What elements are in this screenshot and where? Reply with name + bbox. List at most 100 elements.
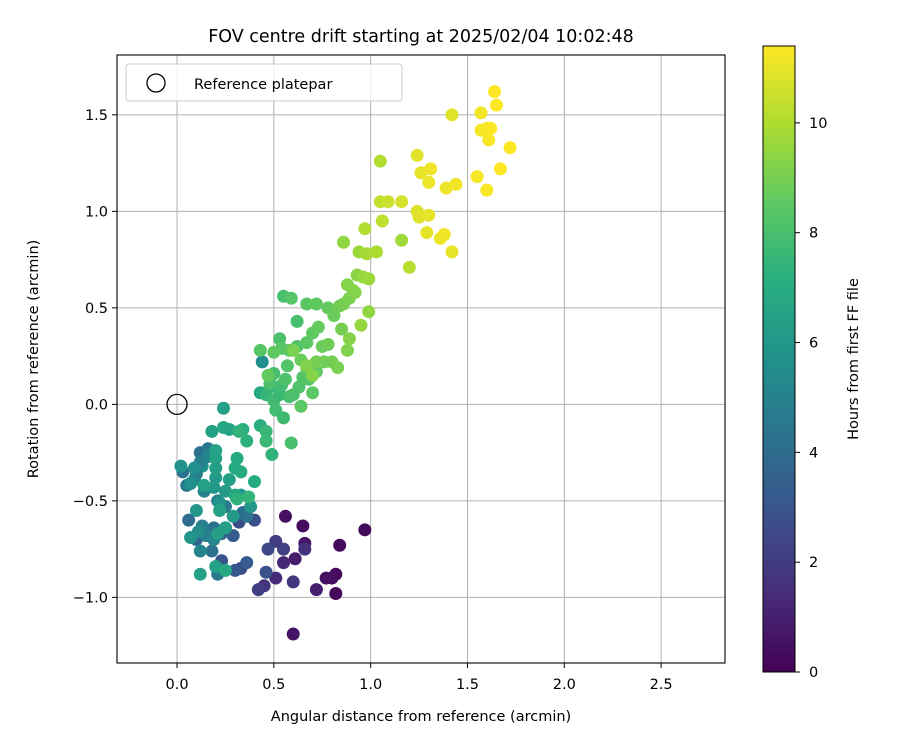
data-point	[329, 587, 343, 601]
data-point	[230, 451, 244, 465]
data-point	[474, 106, 488, 120]
data-point	[273, 332, 287, 346]
data-point	[255, 355, 269, 369]
data-point	[240, 556, 254, 570]
data-point	[205, 544, 219, 558]
data-point	[286, 575, 300, 589]
colorbar-tick-label: 4	[809, 445, 818, 461]
data-point	[410, 148, 424, 162]
colorbar-label: Hours from first FF file	[846, 278, 862, 440]
y-tick-label: 1.0	[85, 204, 108, 220]
x-tick-label: 2.0	[553, 677, 576, 693]
data-point	[244, 500, 258, 514]
reference-marker	[166, 393, 188, 416]
data-point	[197, 478, 211, 492]
data-point	[480, 183, 494, 197]
colorbar-gradient	[762, 45, 796, 673]
y-tick-label: 0.0	[85, 397, 108, 413]
data-point	[360, 247, 374, 261]
data-point	[327, 309, 341, 323]
x-tick-label: 2.5	[650, 677, 673, 693]
colorbar-tick-label: 8	[809, 226, 818, 242]
colorbar-tick-label: 0	[809, 665, 818, 681]
data-point	[300, 359, 314, 373]
legend: Reference platepar	[125, 63, 403, 102]
data-point	[319, 571, 333, 585]
x-axis-label: Angular distance from reference (arcmin)	[271, 709, 571, 725]
data-point	[424, 162, 438, 176]
data-point	[375, 214, 389, 228]
data-point	[259, 565, 273, 579]
data-point	[216, 401, 230, 415]
data-point	[488, 85, 502, 99]
data-point	[211, 527, 225, 541]
data-point	[482, 133, 496, 147]
data-point	[209, 444, 223, 458]
x-tick-label: 1.5	[456, 677, 479, 693]
data-point	[213, 504, 227, 518]
data-point	[184, 476, 198, 490]
data-point	[484, 121, 498, 135]
data-point	[362, 305, 376, 319]
data-point	[286, 343, 300, 357]
data-point	[395, 195, 409, 209]
data-point	[422, 175, 436, 189]
data-point	[311, 320, 325, 334]
data-point	[261, 542, 275, 556]
data-point	[358, 222, 372, 236]
data-point	[218, 563, 232, 577]
y-tick-label: −0.5	[73, 494, 108, 510]
data-point	[306, 368, 320, 382]
data-point	[193, 544, 207, 558]
data-point	[205, 424, 219, 438]
data-point	[247, 475, 261, 489]
data-point	[470, 170, 484, 184]
data-point	[445, 245, 459, 259]
x-axis-ticks: 0.0 0.5 1.0 1.5 2.0 2.5	[165, 663, 673, 693]
data-point	[412, 210, 426, 224]
legend-marker-icon	[146, 73, 166, 93]
data-point	[286, 627, 300, 641]
data-point	[309, 297, 323, 311]
colorbar-ticks: 0 2 4 6 8 10	[795, 116, 827, 681]
data-point	[189, 504, 203, 518]
data-point	[381, 195, 395, 209]
data-point	[288, 552, 302, 566]
data-point	[280, 359, 294, 373]
data-point	[259, 434, 273, 448]
data-point	[261, 368, 275, 382]
data-point	[335, 322, 349, 336]
data-point	[174, 459, 188, 473]
colorbar-tick-label: 6	[809, 336, 818, 352]
data-point	[333, 538, 347, 552]
colorbar: 0 2 4 6 8 10 Hours from first FF file	[762, 45, 862, 681]
data-point	[490, 98, 504, 112]
grid-lines	[117, 55, 725, 663]
data-point	[342, 332, 356, 346]
data-point	[207, 480, 221, 494]
data-point	[240, 434, 254, 448]
data-point	[269, 571, 283, 585]
x-tick-label: 1.0	[359, 677, 382, 693]
data-point	[321, 338, 335, 352]
y-tick-label: 0.5	[85, 301, 108, 317]
data-point	[277, 556, 291, 570]
data-point	[449, 177, 463, 191]
data-point	[267, 345, 281, 359]
data-point	[331, 361, 345, 375]
plot-frame	[116, 54, 726, 664]
data-point	[187, 461, 201, 475]
y-tick-label: −1.0	[73, 590, 108, 606]
data-point	[358, 523, 372, 537]
data-point	[234, 465, 248, 479]
data-point	[209, 461, 223, 475]
y-axis-label: Rotation from reference (arcmin)	[26, 240, 42, 479]
data-point	[373, 154, 387, 168]
data-point	[242, 490, 256, 504]
data-point	[251, 583, 265, 597]
data-point	[300, 336, 314, 350]
legend-box	[125, 63, 403, 102]
data-point	[278, 372, 292, 386]
data-points	[166, 85, 517, 641]
